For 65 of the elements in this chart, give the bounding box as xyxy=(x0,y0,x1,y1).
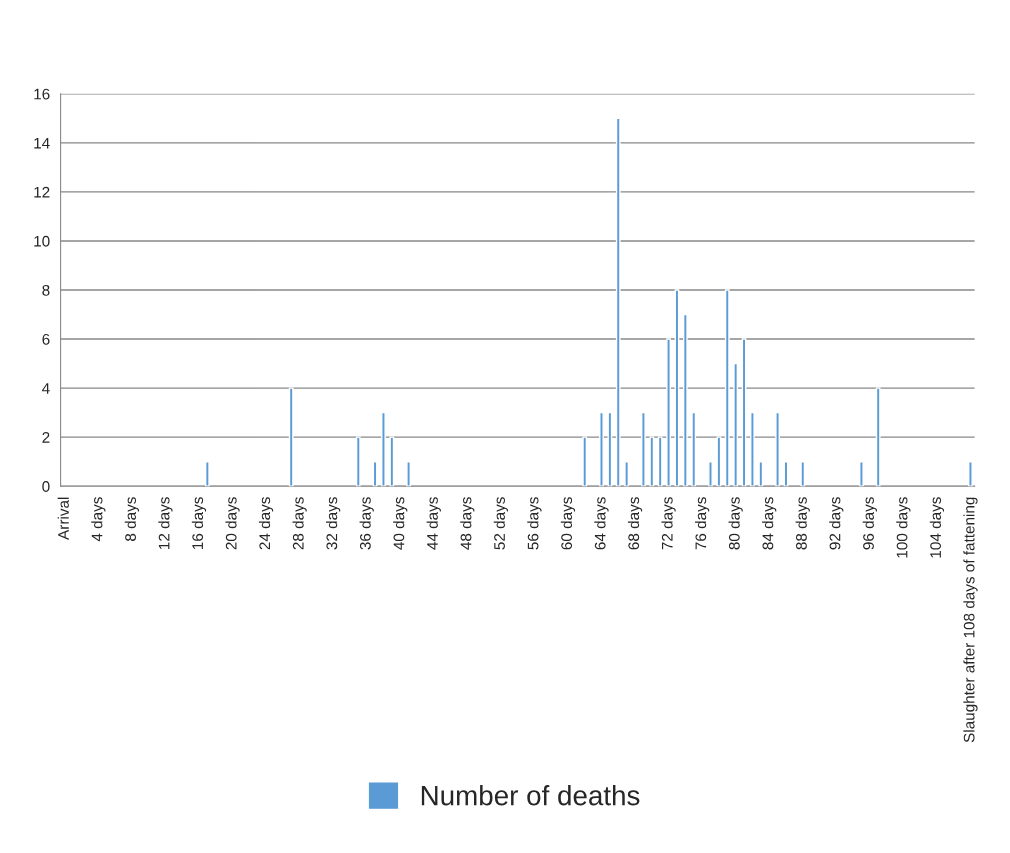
bar xyxy=(355,436,361,487)
x-tick-label: 16 days xyxy=(191,497,207,549)
y-tick-label: 12 xyxy=(34,186,50,198)
x-tick-label: 20 days xyxy=(225,497,240,550)
x-tick-label: 68 days xyxy=(627,497,643,550)
y-tick-label: 8 xyxy=(42,284,50,296)
x-tick-label: 76 days xyxy=(694,497,710,550)
x-tick-label: 44 days xyxy=(426,497,441,550)
x-tick-label: 88 days xyxy=(795,497,810,550)
x-tick-label: 56 days xyxy=(527,497,542,550)
x-tick-label: 96 days xyxy=(862,497,877,550)
bar xyxy=(288,387,294,487)
y-tick-label: 0 xyxy=(42,481,50,492)
bar xyxy=(875,387,881,487)
bar xyxy=(406,460,411,487)
x-tick-label: 40 days xyxy=(393,497,408,550)
x-tick-label: 72 days xyxy=(661,497,676,550)
x-tick-label: Slaughter after 108 days of fattening xyxy=(963,497,978,743)
y-tick-label: 4 xyxy=(42,383,50,394)
bar xyxy=(775,411,780,487)
x-tick-label: 60 days xyxy=(560,497,576,550)
bar xyxy=(800,460,806,487)
bar xyxy=(750,411,755,487)
bar xyxy=(599,411,604,487)
y-tick-label: 2 xyxy=(42,432,50,443)
bar xyxy=(691,411,697,487)
bar xyxy=(389,436,395,487)
x-tick-label: 84 days xyxy=(762,497,777,550)
x-tick-label: 4 days xyxy=(91,497,106,542)
bar xyxy=(204,460,210,487)
bar xyxy=(724,289,730,487)
x-tick-label: 104 days xyxy=(929,497,945,558)
bar xyxy=(624,460,630,487)
x-tick-label: 8 days xyxy=(124,497,139,541)
legend-label: Number of deaths xyxy=(421,785,640,806)
bar xyxy=(607,411,613,487)
x-tick-label: 52 days xyxy=(493,497,508,550)
x-tick-label: 12 days xyxy=(158,497,173,549)
y-tick-label: 6 xyxy=(42,333,50,345)
bar xyxy=(582,436,588,487)
bar xyxy=(682,313,688,487)
bar xyxy=(708,460,713,487)
bar xyxy=(859,460,864,487)
bar xyxy=(733,362,739,487)
bar xyxy=(657,436,663,487)
x-tick-label: 36 days xyxy=(359,497,374,550)
x-tick-label: 80 days xyxy=(728,497,743,550)
x-tick-label: 48 days xyxy=(460,497,475,550)
y-tick-label: 10 xyxy=(34,235,50,247)
bar xyxy=(758,460,764,487)
y-tick-label: 16 xyxy=(34,88,50,100)
x-tick-label: 64 days xyxy=(594,497,609,550)
x-tick-label: Arrival xyxy=(57,497,69,540)
bar xyxy=(615,117,621,487)
bar xyxy=(381,411,386,487)
bar xyxy=(666,338,671,487)
x-tick-label: 24 days xyxy=(258,497,274,550)
x-tick-label: 100 days xyxy=(896,497,911,558)
x-tick-label: 32 days xyxy=(326,497,341,550)
bar xyxy=(649,436,655,487)
x-tick-label: 28 days xyxy=(292,497,307,550)
y-tick-label: 14 xyxy=(34,137,50,149)
bar xyxy=(641,411,646,487)
x-tick-label: 92 days xyxy=(829,497,844,550)
bar xyxy=(968,460,973,487)
